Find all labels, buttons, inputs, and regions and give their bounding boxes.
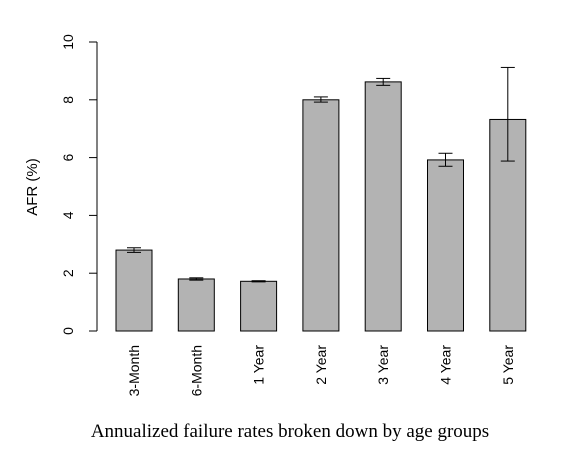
error-bar [251, 280, 266, 283]
error-bars [127, 66, 515, 283]
x-tick-label: 3 Year [375, 345, 391, 385]
x-tick-label: 2 Year [313, 345, 329, 385]
bar [177, 278, 215, 332]
x-tick-labels: 3-Month 6-Month 1 Year 2 Year 3 Year 4 Year 5 … [126, 345, 516, 397]
bar [115, 249, 153, 332]
error-bar [376, 77, 391, 86]
error-bar [313, 96, 328, 103]
y-tick-label: 10 [60, 34, 76, 50]
bar [427, 159, 464, 332]
y-tick-label: 6 [60, 153, 76, 161]
y-tick-label: 8 [60, 96, 76, 104]
y-tick-label: 4 [60, 211, 76, 219]
error-bar [127, 247, 141, 253]
x-axis-title: Annualized failure rates broken down by … [90, 421, 490, 442]
bars [115, 81, 527, 332]
bar [302, 99, 340, 332]
x-tick-label: 6-Month [188, 345, 204, 396]
x-tick-label: 3-Month [126, 345, 142, 396]
bar [240, 280, 278, 332]
error-bar [438, 152, 453, 167]
bar [364, 81, 402, 332]
y-axis: 0 2 4 6 8 10 [60, 34, 98, 335]
x-tick-label: 5 Year [500, 345, 516, 385]
y-axis-title: AFR (%) [24, 158, 41, 216]
error-bar [500, 66, 515, 162]
x-tick-label: 1 Year [251, 345, 267, 385]
x-tick-label: 4 Year [438, 345, 454, 385]
y-tick-label: 0 [60, 327, 76, 335]
y-tick-label: 2 [60, 269, 76, 277]
error-bar [189, 277, 204, 281]
